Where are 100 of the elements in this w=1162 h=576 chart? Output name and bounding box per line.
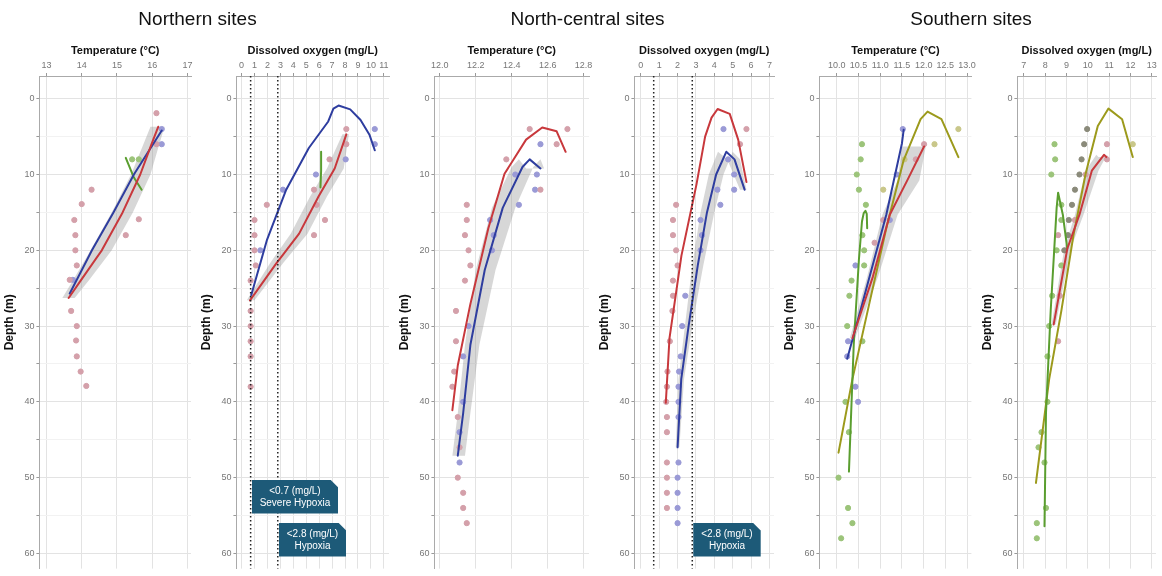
x-tick-label: 0 bbox=[638, 60, 644, 71]
x-tick-label: 9 bbox=[355, 60, 361, 71]
y-tick-label: 0 bbox=[226, 93, 232, 104]
x-axis-title: Temperature (°C) bbox=[467, 43, 557, 56]
y-tick-label: 40 bbox=[419, 396, 430, 407]
x-tick-label: 4 bbox=[290, 60, 296, 71]
x-tick-label: 12.0 bbox=[914, 60, 933, 71]
y-tick-label: 0 bbox=[809, 93, 815, 104]
x-tick-label: 14 bbox=[76, 60, 87, 71]
y-tick-label: 50 bbox=[221, 472, 232, 483]
x-tick-label: 12.6 bbox=[538, 60, 557, 71]
y-tick-label: 60 bbox=[1002, 547, 1013, 558]
y-tick-label: 10 bbox=[804, 169, 815, 179]
label-box: <0.7 (mg/L) Severe Hypoxia bbox=[251, 479, 339, 514]
x-tick-label: 3 bbox=[693, 60, 699, 71]
y-tick-label: 10 bbox=[619, 169, 630, 179]
x-tick-label: 3 bbox=[277, 60, 283, 71]
y-tick-label: 20 bbox=[1002, 244, 1013, 255]
x-tick-label: 5 bbox=[303, 60, 309, 71]
x-tick-label: 13 bbox=[1146, 60, 1157, 71]
label-box: <2.8 (mg/L) Hypoxia bbox=[693, 522, 761, 557]
y-tick-label: 50 bbox=[1002, 472, 1013, 483]
y-tick-label: 0 bbox=[624, 93, 630, 104]
y-tick-label: 30 bbox=[24, 320, 35, 331]
x-tick-label: 6 bbox=[316, 60, 322, 71]
y-axis-title: Depth (m) bbox=[198, 294, 213, 351]
y-tick-label: 50 bbox=[804, 472, 815, 483]
y-tick-label: 20 bbox=[24, 244, 35, 255]
x-axis-title: Dissolved oxygen (mg/L) bbox=[247, 43, 379, 56]
x-tick-label: 1 bbox=[252, 60, 258, 71]
y-tick-label: 10 bbox=[419, 169, 430, 179]
x-axis-title: Temperature (°C) bbox=[70, 43, 160, 56]
x-tick-label: 4 bbox=[711, 60, 717, 71]
x-axis-title: Dissolved oxygen (mg/L) bbox=[1021, 43, 1153, 56]
y-tick-label: 20 bbox=[619, 244, 630, 255]
x-tick-label: 8 bbox=[342, 60, 348, 71]
label-box: <2.8 (mg/L) Hypoxia bbox=[278, 522, 347, 557]
y-axis-title: Depth (m) bbox=[396, 294, 411, 351]
y-tick-label: 40 bbox=[221, 396, 232, 407]
y-tick-label: 40 bbox=[619, 396, 630, 407]
x-tick-label: 7 bbox=[1021, 60, 1027, 71]
x-tick-label: 12.8 bbox=[574, 60, 593, 71]
x-tick-label: 12.4 bbox=[502, 60, 521, 71]
y-tick-label: 10 bbox=[1002, 169, 1013, 179]
x-tick-label: 10.0 bbox=[828, 60, 846, 71]
x-tick-label: 7 bbox=[329, 60, 335, 71]
y-axis-title: Depth (m) bbox=[596, 294, 611, 351]
y-tick-label: 60 bbox=[619, 547, 630, 558]
chart-title: Northern sites bbox=[137, 8, 258, 30]
x-tick-label: 7 bbox=[766, 60, 772, 71]
x-tick-label: 11.5 bbox=[893, 60, 911, 71]
y-tick-label: 10 bbox=[24, 169, 35, 179]
y-tick-label: 60 bbox=[221, 547, 232, 558]
y-tick-label: 60 bbox=[804, 547, 815, 558]
x-tick-label: 8 bbox=[1042, 60, 1048, 71]
y-tick-label: 10 bbox=[221, 169, 232, 179]
y-tick-label: 0 bbox=[424, 93, 430, 104]
y-tick-label: 30 bbox=[1002, 320, 1013, 331]
x-tick-label: 11.0 bbox=[871, 60, 889, 71]
y-tick-label: 40 bbox=[804, 396, 815, 407]
x-tick-label: 13.0 bbox=[958, 60, 976, 71]
x-tick-label: 16 bbox=[147, 60, 158, 71]
y-tick-label: 60 bbox=[24, 547, 35, 558]
x-axis-title: Dissolved oxygen (mg/L) bbox=[639, 43, 770, 56]
y-tick-label: 50 bbox=[419, 472, 430, 483]
x-tick-label: 10 bbox=[1082, 60, 1093, 71]
y-tick-label: 60 bbox=[419, 547, 430, 558]
x-tick-label: 15 bbox=[111, 60, 122, 71]
x-tick-label: 11 bbox=[379, 60, 389, 71]
y-tick-label: 30 bbox=[619, 320, 630, 331]
y-axis-title: Depth (m) bbox=[781, 294, 796, 351]
x-axis-title: Temperature (°C) bbox=[851, 43, 941, 56]
y-tick-label: 30 bbox=[419, 320, 430, 331]
y-tick-label: 20 bbox=[804, 244, 815, 255]
x-tick-label: 5 bbox=[730, 60, 736, 71]
y-tick-label: 50 bbox=[24, 472, 35, 483]
y-tick-label: 20 bbox=[419, 244, 430, 255]
y-tick-label: 40 bbox=[1002, 396, 1013, 407]
x-tick-label: 11 bbox=[1104, 60, 1114, 71]
chart-title: Southern sites bbox=[909, 8, 1033, 30]
x-tick-label: 2 bbox=[264, 60, 270, 71]
y-tick-label: 0 bbox=[29, 93, 35, 104]
x-tick-label: 12.5 bbox=[936, 60, 955, 71]
x-tick-label: 1 bbox=[656, 60, 662, 71]
x-tick-label: 12.0 bbox=[431, 60, 449, 71]
y-tick-label: 20 bbox=[221, 244, 232, 255]
y-tick-label: 40 bbox=[24, 396, 35, 407]
x-tick-label: 2 bbox=[675, 60, 681, 71]
x-tick-label: 0 bbox=[239, 60, 245, 71]
x-tick-label: 13 bbox=[41, 60, 52, 71]
x-tick-label: 17 bbox=[182, 60, 193, 71]
x-tick-label: 10 bbox=[365, 60, 376, 71]
y-axis-title: Depth (m) bbox=[979, 294, 994, 351]
y-tick-label: 0 bbox=[1007, 93, 1013, 104]
y-tick-label: 30 bbox=[804, 320, 815, 331]
x-tick-label: 12 bbox=[1125, 60, 1136, 71]
y-tick-label: 50 bbox=[619, 472, 630, 483]
x-tick-label: 6 bbox=[748, 60, 754, 71]
x-tick-label: 12.2 bbox=[466, 60, 485, 71]
y-tick-label: 30 bbox=[221, 320, 232, 331]
